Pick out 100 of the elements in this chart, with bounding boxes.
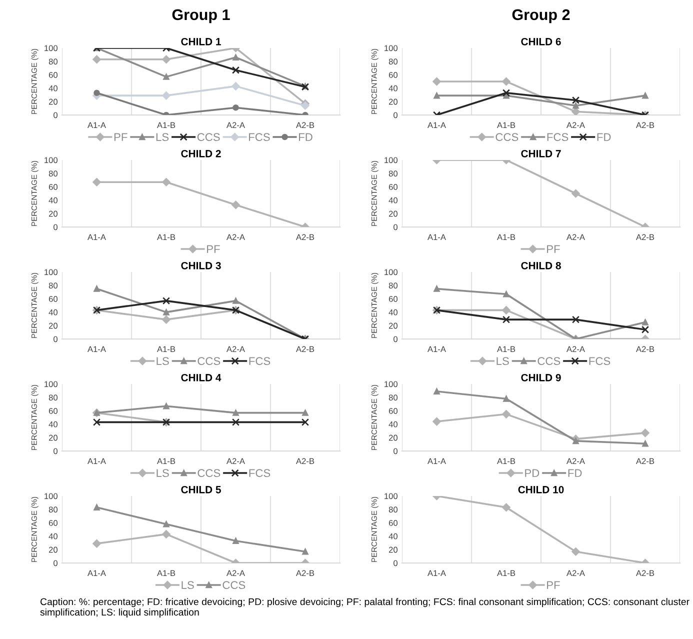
y-tick-label: 100 <box>384 269 398 276</box>
chart-title: CHILD 9 <box>521 374 561 382</box>
x-tick-label: A2-A <box>226 458 245 464</box>
y-tick-label: 80 <box>388 170 398 176</box>
legend-label: FCS <box>249 133 270 142</box>
y-tick-label: 80 <box>48 58 58 64</box>
y-tick-label: 20 <box>48 322 58 329</box>
x-tick-label: A1-A <box>88 570 106 576</box>
y-tick-label: 0 <box>394 448 398 454</box>
y-tick-label: 80 <box>388 506 398 512</box>
x-tick-label: A2-B <box>636 458 654 464</box>
y-tick-label: 80 <box>388 58 398 64</box>
y-tick-label: 60 <box>48 520 58 526</box>
y-tick-label: 20 <box>48 546 58 553</box>
y-tick-label: 0 <box>394 224 398 230</box>
legend-label: CCS <box>198 357 220 366</box>
y-tick-label: 60 <box>388 408 398 414</box>
x-tick-label: A1-B <box>497 122 516 128</box>
y-tick-label: 20 <box>388 98 398 105</box>
y-tick-label: 20 <box>388 322 398 329</box>
y-tick-label: 100 <box>384 493 398 500</box>
chart-title: CHILD 10 <box>518 486 564 494</box>
y-tick-label: 40 <box>388 533 398 540</box>
y-tick-label: 40 <box>388 421 398 428</box>
y-tick-label: 80 <box>48 170 58 176</box>
legend-label: CCS <box>496 133 518 142</box>
x-tick-label: A1-A <box>428 458 446 464</box>
y-tick-label: 100 <box>44 381 58 388</box>
y-tick-label: 20 <box>388 210 398 217</box>
x-tick-label: A1-B <box>157 458 176 464</box>
y-tick-label: 60 <box>388 72 398 78</box>
chart-title: CHILD 8 <box>521 262 561 270</box>
x-tick-label: A1-B <box>497 234 516 240</box>
chart-title: CHILD 1 <box>181 38 221 46</box>
text: Group 1 <box>172 9 230 24</box>
legend-label: LS <box>496 357 509 366</box>
x-tick-label: A1-B <box>497 458 516 464</box>
y-tick-label: 40 <box>48 533 58 540</box>
y-tick-label: 100 <box>44 157 58 164</box>
x-tick-label: A1-A <box>88 458 106 464</box>
y-tick-label: 100 <box>384 157 398 164</box>
legend-label: CCS <box>198 469 220 478</box>
y-tick-label: 100 <box>44 45 58 52</box>
chart-title: CHILD 6 <box>521 38 561 46</box>
legend-label: CCS <box>538 357 560 366</box>
y-tick-label: 60 <box>388 296 398 302</box>
legend-label: LS <box>156 357 169 366</box>
x-tick-label: A1-B <box>497 346 516 352</box>
legend-label: LS <box>182 581 194 590</box>
x-tick-label: A2-B <box>636 234 654 240</box>
y-tick-label: 40 <box>388 197 398 204</box>
x-tick-label: A2-B <box>296 122 314 128</box>
y-tick-label: 0 <box>394 336 398 342</box>
y-tick-label: 60 <box>48 296 58 302</box>
x-tick-label: A1-B <box>157 570 176 576</box>
legend-label: FCS <box>547 133 568 142</box>
y-tick-label: 60 <box>48 72 58 78</box>
x-tick-label: A1-B <box>157 122 176 128</box>
y-tick-label: 20 <box>388 434 398 441</box>
chart-title: CHILD 5 <box>181 486 221 494</box>
x-tick-label: A2-A <box>566 234 585 240</box>
legend-label: PF <box>207 245 220 253</box>
x-tick-label: A2-B <box>636 346 654 352</box>
legend-label: PD <box>525 469 540 477</box>
legend-label: PF <box>547 581 560 589</box>
y-tick-label: 0 <box>54 560 58 566</box>
y-tick-label: 0 <box>54 112 58 118</box>
y-tick-label: 100 <box>384 381 398 388</box>
x-tick-label: A2-B <box>296 458 314 464</box>
x-tick-label: A2-A <box>226 122 245 128</box>
y-tick-label: 0 <box>394 112 398 118</box>
y-tick-label: 80 <box>48 394 58 400</box>
text: Caption: %: percentage; FD: fricative devoicing; PD: plosive devoicing; PF: palatal fronting; FCS: final consonant simplification; CCS: consonant cluster simplification; LS: liquid simplification <box>40 598 690 618</box>
x-tick-label: A1-A <box>88 122 106 128</box>
y-tick-label: 80 <box>48 506 58 512</box>
x-tick-label: A2-A <box>566 458 585 464</box>
x-tick-label: A1-A <box>88 234 106 240</box>
x-tick-label: A1-A <box>428 122 446 128</box>
x-tick-label: A2-A <box>566 122 585 128</box>
chart-title: CHILD 4 <box>181 374 222 382</box>
y-tick-label: 20 <box>388 546 398 553</box>
x-tick-label: A1-B <box>497 570 516 576</box>
y-tick-label: 0 <box>394 560 398 566</box>
y-tick-label: 20 <box>48 98 58 105</box>
y-tick-label: 100 <box>44 269 58 276</box>
y-tick-label: 100 <box>44 493 58 500</box>
x-tick-label: A1-A <box>428 346 446 352</box>
x-tick-label: A1-A <box>428 234 446 240</box>
legend-label: CCS <box>197 133 220 142</box>
x-tick-label: A2-A <box>226 346 245 352</box>
y-tick-label: 40 <box>48 85 58 92</box>
y-tick-label: 40 <box>48 197 58 204</box>
legend-label: PF <box>114 133 128 141</box>
legend-label: FCS <box>249 469 270 478</box>
x-tick-label: A1-B <box>157 346 176 352</box>
y-tick-label: 40 <box>388 309 398 316</box>
y-tick-label: 20 <box>48 434 58 441</box>
y-tick-label: 80 <box>388 282 398 288</box>
x-tick-label: A1-A <box>428 570 446 576</box>
y-tick-label: 40 <box>388 85 398 92</box>
